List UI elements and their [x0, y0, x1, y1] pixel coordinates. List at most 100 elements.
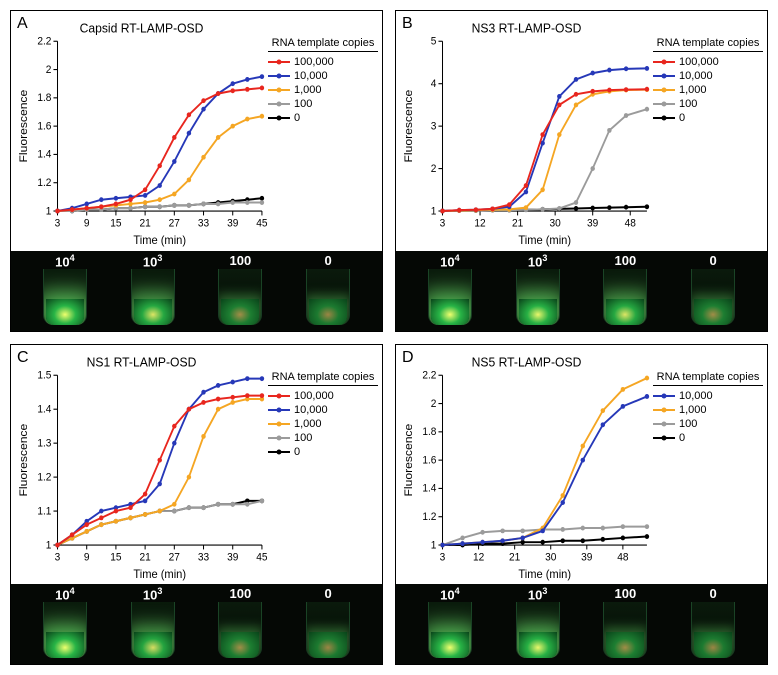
xtick-label: 39 — [227, 551, 238, 564]
series-marker — [172, 423, 176, 428]
ytick-label: 4 — [431, 78, 437, 91]
tube: 100 — [595, 584, 655, 664]
xtick-label: 48 — [617, 551, 628, 564]
series-marker — [607, 88, 611, 93]
xtick-label: 48 — [625, 217, 636, 230]
series-marker — [624, 66, 628, 71]
series-marker — [260, 200, 264, 205]
series-marker — [157, 183, 161, 188]
ytick-label: 3 — [431, 120, 437, 133]
series-marker — [84, 206, 88, 211]
chart-title: Capsid RT-LAMP-OSD — [80, 21, 204, 36]
series-marker — [172, 135, 176, 140]
chart-title: NS5 RT-LAMP-OSD — [472, 354, 582, 369]
series-line-10000 — [58, 77, 262, 211]
legend-label: 1,000 — [679, 84, 707, 96]
series-marker — [201, 433, 205, 438]
series-marker — [440, 209, 444, 214]
xtick-label: 12 — [474, 217, 485, 230]
legend-label: 10,000 — [679, 390, 713, 402]
series-marker — [216, 406, 220, 411]
legend-item: 0 — [653, 432, 763, 444]
legend-title: RNA template copies — [653, 37, 763, 52]
series-marker — [216, 91, 220, 96]
tube-label: 104 — [440, 586, 459, 602]
series-marker — [187, 203, 191, 208]
series-marker — [172, 192, 176, 197]
chart-svg: Capsid RT-LAMP-OSD11.21.41.61.822.239152… — [15, 17, 268, 249]
series-marker — [216, 202, 220, 207]
series-marker — [607, 128, 611, 133]
ytick-label: 1 — [431, 538, 437, 551]
tube: 103 — [508, 251, 568, 331]
tube-liquid — [606, 632, 644, 658]
xtick-label: 3 — [440, 217, 446, 230]
series-marker — [230, 399, 234, 404]
tube: 100 — [210, 584, 270, 664]
series-marker — [645, 66, 649, 71]
series-marker — [480, 529, 484, 534]
xtick-label: 27 — [169, 551, 180, 564]
tube-liquid — [606, 299, 644, 325]
series-marker — [172, 508, 176, 513]
series-marker — [245, 393, 249, 398]
series-marker — [260, 498, 264, 503]
xtick-label: 39 — [587, 217, 598, 230]
series-marker — [540, 132, 544, 137]
tube-label: 104 — [55, 586, 74, 602]
series-marker — [474, 207, 478, 212]
tube: 103 — [123, 584, 183, 664]
legend-item: 100 — [653, 98, 763, 110]
legend-label: 100 — [294, 98, 312, 110]
legend-label: 0 — [294, 112, 300, 124]
series-marker — [84, 529, 88, 534]
tube-body — [428, 269, 472, 325]
tube-liquid — [519, 632, 557, 658]
chart-title: NS3 RT-LAMP-OSD — [472, 21, 582, 36]
xtick-label: 39 — [227, 217, 238, 230]
tube-label: 103 — [143, 586, 162, 602]
ytick-label: 1 — [46, 205, 52, 218]
xtick-label: 12 — [473, 551, 484, 564]
legend-label: 100,000 — [294, 56, 334, 68]
series-marker — [201, 202, 205, 207]
series-marker — [187, 112, 191, 117]
xtick-label: 33 — [198, 217, 209, 230]
series-marker — [114, 518, 118, 523]
series-marker — [645, 375, 649, 380]
series-marker — [260, 86, 264, 91]
tube-label: 0 — [710, 586, 717, 601]
legend: RNA template copies100,00010,0001,000100… — [268, 17, 378, 249]
xtick-label: 21 — [139, 217, 150, 230]
series-marker — [245, 376, 249, 381]
ytick-label: 2 — [46, 63, 52, 76]
ytick-label: 2 — [431, 163, 437, 176]
ytick-label: 1.5 — [37, 369, 51, 382]
legend-item: 100,000 — [268, 390, 378, 402]
series-marker — [216, 396, 220, 401]
series-marker — [230, 88, 234, 93]
ytick-label: 1.4 — [37, 403, 51, 416]
series-marker — [230, 81, 234, 86]
xtick-label: 21 — [509, 551, 520, 564]
legend-item: 0 — [268, 112, 378, 124]
series-marker — [590, 206, 594, 211]
xlabel: Time (min) — [133, 234, 186, 248]
legend-item: 100 — [268, 432, 378, 444]
ytick-label: 1.8 — [422, 425, 436, 438]
series-marker — [157, 457, 161, 462]
series-marker — [460, 535, 464, 540]
series-marker — [590, 89, 594, 94]
series-marker — [645, 107, 649, 112]
series-marker — [581, 525, 585, 530]
series-marker — [201, 399, 205, 404]
series-marker — [201, 155, 205, 160]
ytick-label: 1.6 — [37, 120, 51, 133]
tube-body — [131, 269, 175, 325]
series-line-100000 — [443, 89, 647, 211]
ylabel: Fluorescence — [18, 423, 30, 496]
tube-row: 1041031000 — [11, 251, 382, 331]
series-marker — [621, 386, 625, 391]
xtick-label: 45 — [256, 551, 267, 564]
legend-label: 100,000 — [679, 56, 719, 68]
